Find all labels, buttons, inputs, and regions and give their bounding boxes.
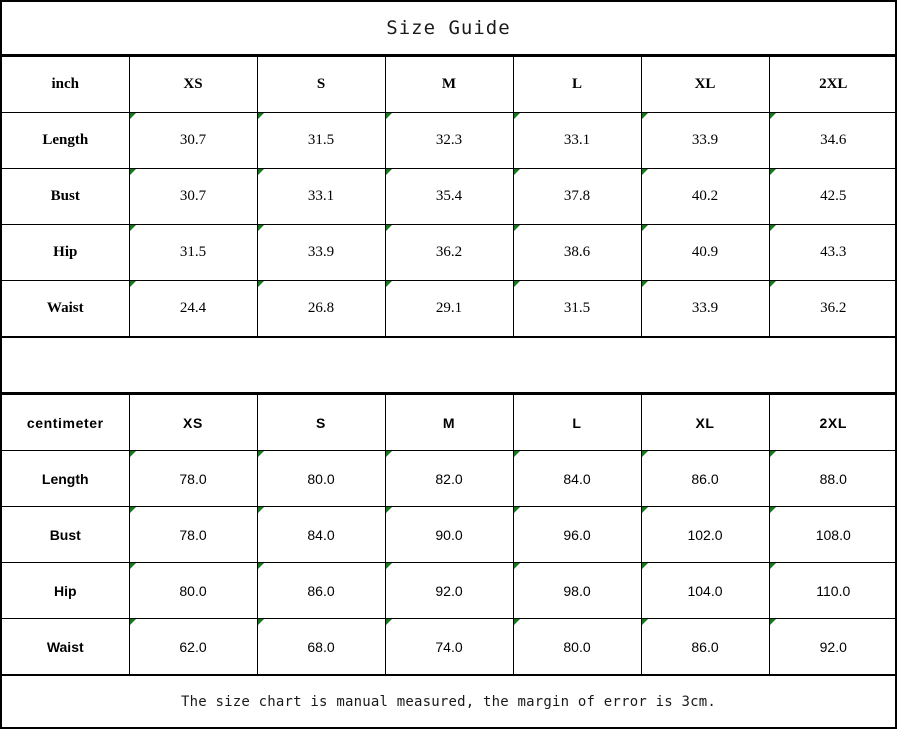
- size-guide-title-row: Size Guide: [2, 2, 895, 56]
- inch-hip-2xl: 43.3: [768, 224, 897, 281]
- inch-bust-m: 35.4: [384, 168, 514, 225]
- centimeter-table-body: centimeter XS S M L XL 2XL Length 78.0 8…: [2, 394, 897, 675]
- inch-bust-l: 37.8: [512, 168, 642, 225]
- inch-column-header-m: M: [384, 56, 514, 113]
- centimeter-bust-xl: 102.0: [640, 506, 770, 563]
- centimeter-waist-l: 80.0: [512, 618, 642, 675]
- measurement-disclaimer: The size chart is manual measured, the m…: [181, 693, 716, 710]
- inch-waist-l: 31.5: [512, 280, 642, 337]
- inch-row-label-bust: Bust: [2, 168, 130, 225]
- centimeter-waist-s: 68.0: [256, 618, 386, 675]
- centimeter-bust-s: 84.0: [256, 506, 386, 563]
- inch-bust-s: 33.1: [256, 168, 386, 225]
- inch-header-row: inch XS S M L XL 2XL: [2, 56, 897, 113]
- centimeter-length-2xl: 88.0: [768, 450, 897, 507]
- inch-waist-xs: 24.4: [128, 280, 258, 337]
- centimeter-table-wrapper: centimeter XS S M L XL 2XL Length 78.0 8…: [2, 394, 897, 675]
- centimeter-hip-l: 98.0: [512, 562, 642, 619]
- inch-length-xs: 30.7: [128, 112, 258, 169]
- centimeter-column-header-m: M: [384, 394, 514, 451]
- centimeter-waist-m: 74.0: [384, 618, 514, 675]
- centimeter-unit-label: centimeter: [2, 394, 130, 451]
- centimeter-bust-l: 96.0: [512, 506, 642, 563]
- inch-bust-xl: 40.2: [640, 168, 770, 225]
- centimeter-length-xl: 86.0: [640, 450, 770, 507]
- inch-size-table: inch XS S M L XL 2XL Length 30.7 31.5 32…: [2, 56, 897, 337]
- centimeter-waist-2xl: 92.0: [768, 618, 897, 675]
- centimeter-hip-m: 92.0: [384, 562, 514, 619]
- inch-length-s: 31.5: [256, 112, 386, 169]
- table-row: Length 30.7 31.5 32.3 33.1 33.9 34.6: [2, 112, 897, 169]
- centimeter-waist-xs: 62.0: [128, 618, 258, 675]
- inch-table-wrapper: inch XS S M L XL 2XL Length 30.7 31.5 32…: [2, 56, 897, 337]
- inch-column-header-s: S: [256, 56, 386, 113]
- inch-bust-2xl: 42.5: [768, 168, 897, 225]
- centimeter-header-row: centimeter XS S M L XL 2XL: [2, 394, 897, 451]
- inch-row-label-length: Length: [2, 112, 130, 169]
- inch-hip-xl: 40.9: [640, 224, 770, 281]
- inch-hip-m: 36.2: [384, 224, 514, 281]
- inch-column-header-l: L: [512, 56, 642, 113]
- inch-bust-xs: 30.7: [128, 168, 258, 225]
- inch-hip-s: 33.9: [256, 224, 386, 281]
- centimeter-waist-xl: 86.0: [640, 618, 770, 675]
- centimeter-column-header-s: S: [256, 394, 386, 451]
- inch-row-label-waist: Waist: [2, 280, 130, 337]
- table-separator-band: [2, 337, 895, 394]
- inch-column-header-xs: XS: [128, 56, 258, 113]
- centimeter-hip-2xl: 110.0: [768, 562, 897, 619]
- table-row: Hip 80.0 86.0 92.0 98.0 104.0 110.0: [2, 562, 897, 619]
- centimeter-hip-s: 86.0: [256, 562, 386, 619]
- centimeter-column-header-xl: XL: [640, 394, 770, 451]
- inch-length-2xl: 34.6: [768, 112, 897, 169]
- centimeter-hip-xs: 80.0: [128, 562, 258, 619]
- table-row: Bust 30.7 33.1 35.4 37.8 40.2 42.5: [2, 168, 897, 225]
- inch-unit-label: inch: [2, 56, 130, 113]
- page-title: Size Guide: [386, 17, 511, 39]
- centimeter-length-l: 84.0: [512, 450, 642, 507]
- table-row: Waist 24.4 26.8 29.1 31.5 33.9 36.2: [2, 280, 897, 337]
- centimeter-length-s: 80.0: [256, 450, 386, 507]
- centimeter-column-header-l: L: [512, 394, 642, 451]
- inch-column-header-xl: XL: [640, 56, 770, 113]
- inch-row-label-hip: Hip: [2, 224, 130, 281]
- centimeter-hip-xl: 104.0: [640, 562, 770, 619]
- inch-column-header-2xl: 2XL: [768, 56, 897, 113]
- centimeter-row-label-length: Length: [2, 450, 130, 507]
- centimeter-size-table: centimeter XS S M L XL 2XL Length 78.0 8…: [2, 394, 897, 675]
- inch-length-m: 32.3: [384, 112, 514, 169]
- centimeter-column-header-2xl: 2XL: [768, 394, 897, 451]
- centimeter-row-label-hip: Hip: [2, 562, 130, 619]
- inch-table-body: inch XS S M L XL 2XL Length 30.7 31.5 32…: [2, 56, 897, 337]
- inch-waist-xl: 33.9: [640, 280, 770, 337]
- centimeter-column-header-xs: XS: [128, 394, 258, 451]
- inch-waist-m: 29.1: [384, 280, 514, 337]
- size-guide-footer-row: The size chart is manual measured, the m…: [2, 675, 895, 727]
- inch-waist-s: 26.8: [256, 280, 386, 337]
- centimeter-row-label-bust: Bust: [2, 506, 130, 563]
- centimeter-length-xs: 78.0: [128, 450, 258, 507]
- centimeter-length-m: 82.0: [384, 450, 514, 507]
- table-row: Length 78.0 80.0 82.0 84.0 86.0 88.0: [2, 450, 897, 507]
- inch-length-xl: 33.9: [640, 112, 770, 169]
- table-row: Bust 78.0 84.0 90.0 96.0 102.0 108.0: [2, 506, 897, 563]
- table-row: Waist 62.0 68.0 74.0 80.0 86.0 92.0: [2, 618, 897, 675]
- centimeter-bust-2xl: 108.0: [768, 506, 897, 563]
- inch-waist-2xl: 36.2: [768, 280, 897, 337]
- inch-hip-l: 38.6: [512, 224, 642, 281]
- inch-length-l: 33.1: [512, 112, 642, 169]
- centimeter-bust-m: 90.0: [384, 506, 514, 563]
- inch-hip-xs: 31.5: [128, 224, 258, 281]
- centimeter-row-label-waist: Waist: [2, 618, 130, 675]
- centimeter-bust-xs: 78.0: [128, 506, 258, 563]
- table-row: Hip 31.5 33.9 36.2 38.6 40.9 43.3: [2, 224, 897, 281]
